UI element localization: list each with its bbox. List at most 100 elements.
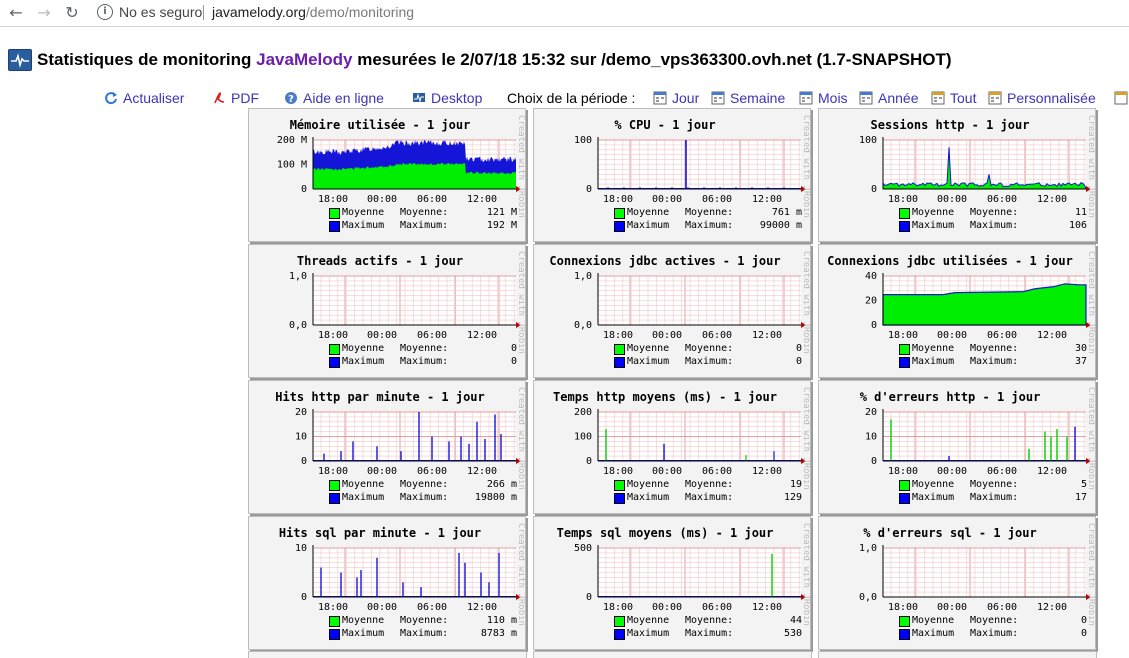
legend-stat-value: 761 m <box>771 207 802 218</box>
y-tick-label: 20 <box>295 407 307 418</box>
graph-title: Connexions jdbc actives - 1 jour <box>549 254 781 268</box>
url-text[interactable]: javamelody.org/demo/monitoring <box>212 4 415 20</box>
period-custom-link[interactable]: Personnalisée <box>988 90 1096 106</box>
y-tick-label: 100 M <box>277 160 307 171</box>
x-tick-label: 00:00 <box>652 330 682 341</box>
y-tick-label: 1,0 <box>859 543 877 554</box>
y-tick-label: 0 <box>871 320 877 331</box>
security-label[interactable]: No es seguro <box>119 4 203 20</box>
graph-panel[interactable]: Temps sql moyens (ms) - 1 jour 500 0 18:00 0… <box>533 516 811 650</box>
legend-stat-value: 0 <box>510 356 517 367</box>
period-all-link[interactable]: Tout <box>931 90 976 106</box>
legend-stat-value: 0 <box>795 356 802 367</box>
legend-series-name: Maximum <box>627 492 670 503</box>
period-month-link[interactable]: Mois <box>799 90 848 106</box>
arrow-right-icon[interactable]: → <box>37 3 51 22</box>
legend-swatch-maximum <box>899 629 910 640</box>
legend-swatch-average <box>899 616 910 627</box>
legend-series-name: Maximum <box>912 356 955 367</box>
legend-stat-label: Moyenne: <box>400 207 449 218</box>
x-tick-label: 18:00 <box>603 466 633 477</box>
legend-stat-value: 110 m <box>486 615 517 626</box>
legend-stat-label: Moyenne: <box>400 343 449 354</box>
jrobin-credit: Created with JRobin <box>516 115 525 218</box>
graph-canvas: 200 100 0 18:00 00:00 06:00 12:00 Created with … <box>574 387 810 490</box>
address-bar[interactable]: i No es seguro javamelody.org/demo/monit… <box>92 2 1122 23</box>
graph-panel[interactable]: Connexions jdbc actives - 1 jour 1,0 0,0 18… <box>533 244 811 378</box>
legend-series-name: Maximum <box>627 628 670 639</box>
calendar-icon[interactable] <box>1114 90 1129 106</box>
x-tick-label: 06:00 <box>702 194 732 205</box>
info-icon[interactable]: i <box>97 4 113 20</box>
calendar-icon <box>988 91 1002 105</box>
x-tick-label: 12:00 <box>752 330 782 341</box>
arrow-left-icon[interactable]: ← <box>9 3 23 22</box>
legend-swatch-average <box>329 480 340 491</box>
graph-title: % d'erreurs sql - 1 jour <box>863 526 1037 540</box>
jrobin-credit: Created with JRobin <box>516 523 525 626</box>
y-tick-label: 100 <box>859 135 877 146</box>
x-tick-label: 12:00 <box>752 194 782 205</box>
calendar-icon <box>653 91 667 105</box>
period-day-link[interactable]: Jour <box>653 90 699 106</box>
y-tick-label: 10 <box>865 432 877 443</box>
graph-panel[interactable]: % d'erreurs http - 1 jour 20 10 0 18:00 00:00… <box>818 380 1096 514</box>
period-year-link[interactable]: Année <box>859 90 918 106</box>
graph-panel[interactable]: Temps http moyens (ms) - 1 jour 200 100 0 18… <box>533 380 811 514</box>
period-week-link[interactable]: Semaine <box>711 90 785 106</box>
legend-stat-value: 99000 m <box>759 220 802 231</box>
monitoring-icon <box>8 49 32 71</box>
y-tick-label: 20 <box>865 407 877 418</box>
legend-stat-value: 30 <box>1074 343 1087 354</box>
calendar-icon <box>799 91 813 105</box>
graph-panel[interactable]: Sessions http - 1 jour 100 0 18:00 00:00 06:0… <box>818 108 1096 242</box>
help-link[interactable]: ? Aide en ligne <box>284 90 384 106</box>
jrobin-credit: Created with JRobin <box>1086 523 1095 626</box>
graph-panel[interactable]: Hits sql par minute - 1 jour 10 0 18:00 00:0… <box>248 516 526 650</box>
legend-stat-label: Moyenne: <box>400 479 449 490</box>
x-tick-label: 00:00 <box>652 466 682 477</box>
graph-panel[interactable]: Threads actifs - 1 jour 1,0 0,0 18:00 00:00 0… <box>248 244 526 378</box>
desktop-icon <box>413 93 425 103</box>
graph-canvas: 100 0 18:00 00:00 06:00 12:00 Created with JRo… <box>859 115 1095 218</box>
refresh-link[interactable]: Actualiser <box>104 90 184 106</box>
graph-title: Mémoire utilisée - 1 jour <box>289 118 471 132</box>
x-tick-label: 00:00 <box>937 602 967 613</box>
x-tick-label: 18:00 <box>603 330 633 341</box>
y-tick-label: 500 <box>574 543 592 554</box>
legend-swatch-maximum <box>614 357 625 368</box>
graph-title: Threads actifs - 1 jour <box>296 254 464 268</box>
y-tick-label: 0 <box>301 184 307 195</box>
graph-panel[interactable]: % d'erreurs sql - 1 jour 1,0 0,0 18:00 00:00… <box>818 516 1096 650</box>
legend-swatch-maximum <box>614 629 625 640</box>
legend-swatch-average <box>899 208 910 219</box>
legend-stat-label: Maximum: <box>400 492 449 503</box>
legend-stat-value: 530 <box>783 628 802 639</box>
legend-stat-value: 0 <box>1080 615 1087 626</box>
graph-panel[interactable]: % CPU - 1 jour 100 0 18:00 00:00 06:00 12:00 Cr… <box>533 108 811 242</box>
desktop-link[interactable]: Desktop <box>412 90 482 106</box>
javamelody-link[interactable]: JavaMelody <box>256 50 353 69</box>
legend-swatch-maximum <box>329 221 340 232</box>
legend-series-name: Moyenne <box>912 343 955 354</box>
jrobin-credit: Created with JRobin <box>801 115 810 218</box>
y-tick-label: 0 <box>871 184 877 195</box>
legend-swatch-average <box>329 344 340 355</box>
svg-text:?: ? <box>288 94 294 105</box>
legend-series-name: Maximum <box>912 492 955 503</box>
graph-panel[interactable]: Connexions jdbc utilisées - 1 jour 40 20 0 1… <box>818 244 1096 378</box>
pdf-link[interactable]: PDF <box>212 90 259 106</box>
graph-title: Connexions jdbc utilisées - 1 jour <box>827 254 1073 268</box>
legend-swatch-average <box>899 344 910 355</box>
graph-panel[interactable]: Hits http par minute - 1 jour 20 10 0 18:00 0… <box>248 380 526 514</box>
graph-panel[interactable]: Mémoire utilisée - 1 jour 200 M 100 M 0 18:0… <box>248 108 526 242</box>
legend-swatch-maximum <box>899 221 910 232</box>
legend-series-name: Moyenne <box>627 207 670 218</box>
legend-swatch-average <box>614 208 625 219</box>
legend-stat-value: 5 <box>1080 479 1087 490</box>
legend-swatch-maximum <box>329 493 340 504</box>
x-tick-label: 06:00 <box>702 330 732 341</box>
x-tick-label: 18:00 <box>888 602 918 613</box>
reload-icon[interactable]: ↻ <box>65 3 79 22</box>
x-tick-label: 12:00 <box>1037 602 1067 613</box>
